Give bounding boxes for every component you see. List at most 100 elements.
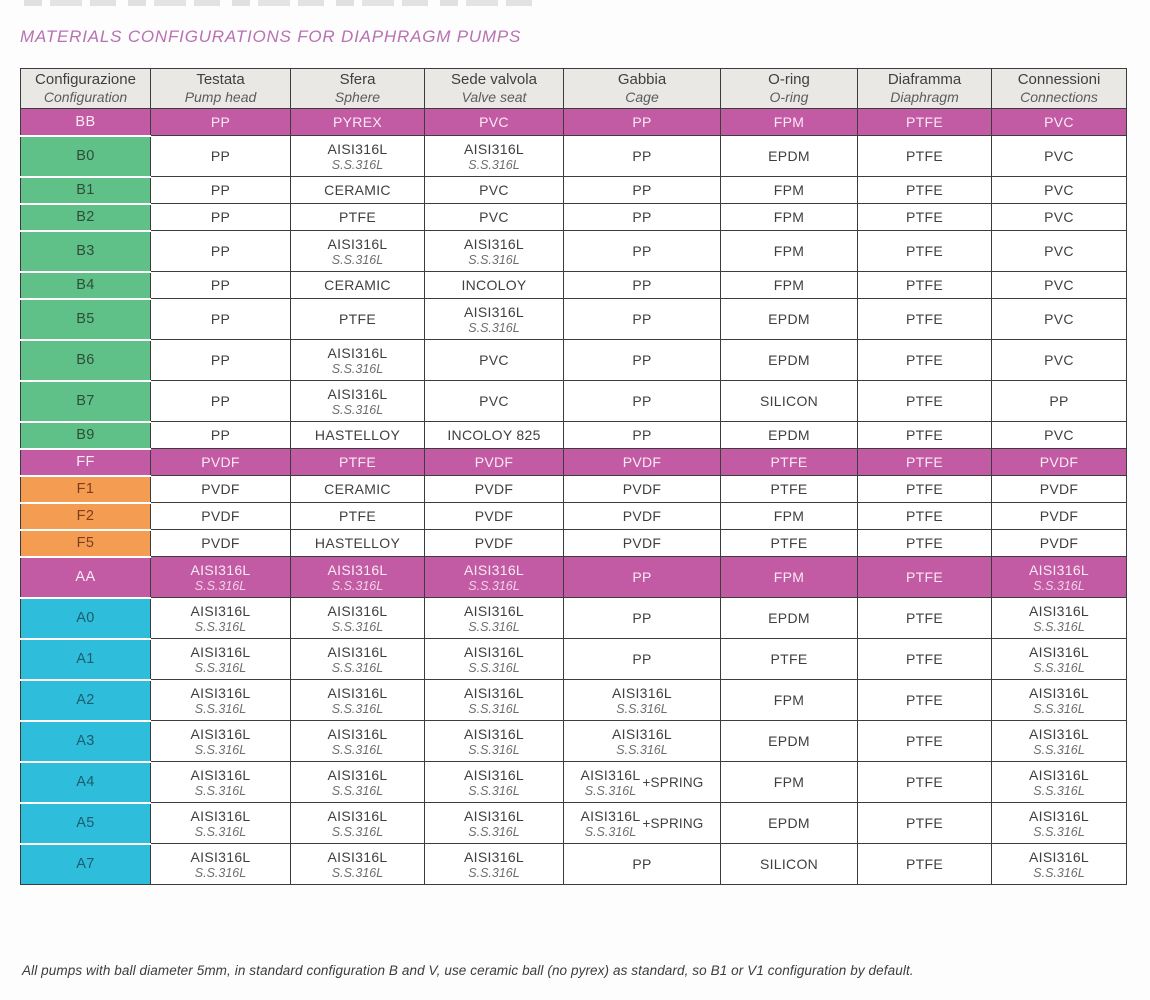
configuration-cell: B6 xyxy=(20,338,151,381)
material-name: PP xyxy=(210,277,231,293)
material-subname: S.S.316L xyxy=(616,743,668,757)
material-cell: PTFE xyxy=(857,448,992,476)
table-row-b3: B3 PP AISI316L S.S.316L AISI316L S.S.316L PP FP… xyxy=(20,229,1127,272)
material-name: AISI316L xyxy=(327,236,388,252)
material-cell: AISI316L S.S.316L xyxy=(150,843,291,885)
material-name: PP xyxy=(210,148,231,164)
material-cell: PTFE xyxy=(857,556,992,598)
material-cell: CERAMIC xyxy=(290,176,425,204)
material-name: EPDM xyxy=(768,610,810,626)
material-name: PTFE xyxy=(906,209,943,225)
material-name: AISI316L xyxy=(612,726,672,742)
material-name: PTFE xyxy=(770,651,808,667)
material-name: AISI316L xyxy=(327,141,388,157)
material-subname: S.S.316L xyxy=(194,743,247,757)
material-cell: AISI316L S.S.316L +SPRING xyxy=(563,802,721,844)
material-cell: PTFE xyxy=(857,298,992,340)
header-label-english: Sphere xyxy=(334,89,381,105)
material-name: PP xyxy=(210,243,231,259)
configuration-cell: B5 xyxy=(20,297,151,340)
table-row-a4: A4 AISI316L S.S.316L AISI316L S.S.316L AISI31… xyxy=(20,760,1127,803)
material-cell: EPDM xyxy=(720,135,858,177)
header-label-italian: Sfera xyxy=(339,71,376,88)
material-name: AISI316L xyxy=(464,304,524,320)
material-cell: PVDF xyxy=(424,475,564,503)
material-name: EPDM xyxy=(768,148,810,164)
material-subname: S.S.316L xyxy=(584,825,637,839)
material-name: PP xyxy=(632,651,652,667)
material-cell: PP xyxy=(150,176,291,204)
material-cell: AISI316L S.S.316L xyxy=(991,761,1127,803)
material-name: PTFE xyxy=(339,209,376,225)
material-name: PTFE xyxy=(906,352,943,368)
material-name: PTFE xyxy=(339,454,376,470)
material-subname: S.S.316L xyxy=(331,403,384,417)
material-name: AISI316L xyxy=(327,345,388,361)
material-name: AISI316L xyxy=(580,767,641,783)
material-name: AISI316L xyxy=(190,562,251,578)
material-name: PTFE xyxy=(906,692,943,708)
material-cell: PTFE xyxy=(857,475,992,503)
material-cell: CERAMIC xyxy=(290,271,425,299)
material-cell: AISI316L S.S.316L xyxy=(424,556,564,598)
material-cell: PTFE xyxy=(857,843,992,885)
table-body: BB PP PYREX PVC PP FPM PTFE PVC B0 PP AISI316L S.S.… xyxy=(20,108,1127,885)
material-cell: AISI316L S.S.316L xyxy=(150,720,291,762)
header-label-italian: Diaframma xyxy=(887,71,962,88)
material-name: PTFE xyxy=(906,535,943,551)
material-cell: AISI316L S.S.316L xyxy=(424,679,564,721)
material-name: AISI316L xyxy=(580,808,641,824)
material-cell: AISI316L S.S.316L xyxy=(150,597,291,639)
material-name: HASTELLOY xyxy=(314,535,401,551)
material-name: PP xyxy=(632,182,652,198)
material-cell: PTFE xyxy=(857,761,992,803)
material-cell: FPM xyxy=(720,203,858,231)
material-subname: S.S.316L xyxy=(468,620,520,634)
material-cell: HASTELLOY xyxy=(290,529,425,557)
material-cell: CERAMIC xyxy=(290,475,425,503)
material-name: FPM xyxy=(773,243,805,259)
material-cell: PVC xyxy=(424,380,564,422)
material-name: PVC xyxy=(1044,209,1074,225)
material-name: PTFE xyxy=(906,508,943,524)
material-cell: PVDF xyxy=(150,502,291,530)
material-subname: S.S.316L xyxy=(1033,743,1085,757)
material-cell: AISI316L S.S.316L xyxy=(290,843,425,885)
material-cell: AISI316L S.S.316L xyxy=(991,720,1127,762)
material-name: AISI316L xyxy=(1029,767,1089,783)
material-cell: PP xyxy=(150,203,291,231)
material-name: PVDF xyxy=(622,508,662,524)
material-cell: PVC xyxy=(424,176,564,204)
material-cell: PTFE xyxy=(857,502,992,530)
header-label-english: O-ring xyxy=(769,89,809,105)
material-name: PP xyxy=(210,393,231,409)
material-cell: PP xyxy=(563,380,721,422)
material-cell: FPM xyxy=(720,176,858,204)
material-name: PP xyxy=(632,148,652,164)
material-cell: PP xyxy=(563,339,721,381)
table-row-b4: B4 PP CERAMIC INCOLOY PP FPM PTFE PVC xyxy=(20,270,1127,299)
configuration-cell: A7 xyxy=(20,842,151,885)
table-row-a1: A1 AISI316L S.S.316L AISI316L S.S.316L AISI31… xyxy=(20,637,1127,680)
material-name: PVDF xyxy=(201,481,240,497)
material-cell: EPDM xyxy=(720,597,858,639)
material-cell: PVDF xyxy=(563,502,721,530)
footnote: All pumps with ball diameter 5mm, in sta… xyxy=(22,963,914,978)
material-subname: S.S.316L xyxy=(194,825,247,839)
material-name: PP xyxy=(632,352,652,368)
configuration-cell: A5 xyxy=(20,801,151,844)
material-cell: PTFE xyxy=(290,448,425,476)
table-row-b6: B6 PP AISI316L S.S.316L PVC PP EPDM PTFE PVC xyxy=(20,338,1127,381)
material-name: PYREX xyxy=(333,114,382,130)
material-cell: PP xyxy=(563,298,721,340)
material-name: AISI316L xyxy=(1029,562,1089,578)
material-name: PTFE xyxy=(770,481,808,497)
material-cell: PP xyxy=(563,421,721,449)
material-subname: S.S.316L xyxy=(194,866,247,880)
header-label-english: Valve seat xyxy=(461,89,527,105)
material-cell: PTFE xyxy=(857,230,992,272)
material-cell: PVDF xyxy=(563,529,721,557)
material-name: PTFE xyxy=(906,454,943,470)
header-label-italian: Gabbia xyxy=(617,71,667,88)
material-cell: PP xyxy=(150,380,291,422)
